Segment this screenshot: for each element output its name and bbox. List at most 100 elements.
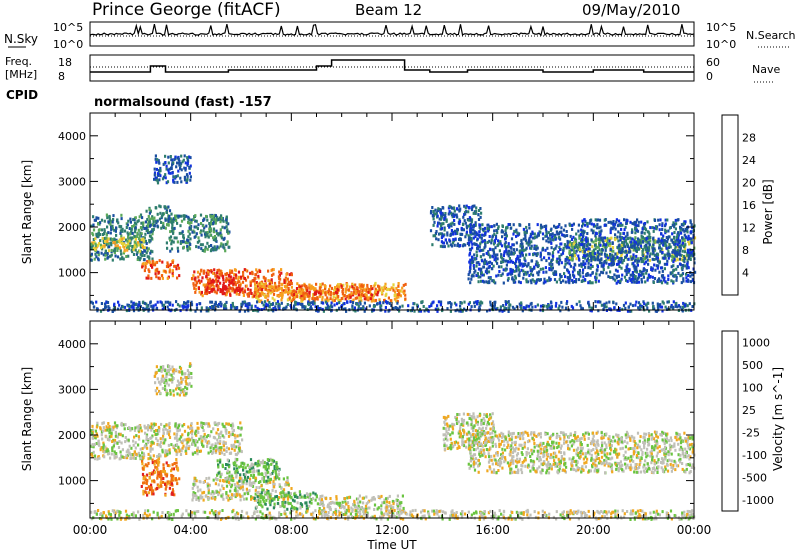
power-cell: [606, 239, 609, 243]
power-cell: [106, 301, 110, 304]
power-cell: [183, 214, 186, 218]
power-cell: [649, 275, 652, 278]
power-cell: [591, 265, 594, 268]
velocity-cell: [92, 450, 95, 454]
power-cell: [472, 236, 475, 240]
power-cell: [470, 227, 473, 231]
power-cell: [139, 242, 142, 246]
power-cell: [181, 230, 184, 234]
power-cell: [544, 248, 547, 252]
power-cell: [266, 288, 269, 292]
power-cell: [351, 304, 354, 308]
power-cell: [146, 249, 149, 253]
power-cell: [205, 274, 208, 278]
power-cell: [653, 219, 657, 222]
power-cell: [206, 218, 209, 222]
power-cell: [484, 241, 487, 245]
power-cell: [372, 304, 375, 308]
velocity-cell: [159, 440, 162, 444]
power-cell: [621, 273, 624, 277]
power-cell: [260, 282, 263, 286]
power-cell: [675, 267, 678, 271]
power-cell: [103, 219, 106, 223]
power-cell: [682, 245, 686, 249]
power-cell: [686, 262, 689, 266]
power-cell: [179, 166, 182, 170]
power-cell: [552, 254, 555, 258]
power-cell: [585, 236, 588, 240]
power-cell: [505, 307, 508, 311]
power-cell: [395, 296, 398, 300]
power-cell: [589, 263, 593, 267]
power-cell: [112, 249, 116, 253]
power-cell: [336, 288, 339, 292]
power-cell: [140, 221, 143, 225]
power-cell: [343, 302, 346, 305]
power-cell: [141, 251, 144, 254]
power-cell: [436, 224, 439, 228]
power-cell: [453, 214, 456, 218]
power-cell: [193, 277, 196, 281]
power-cell: [259, 288, 262, 291]
power-cell: [125, 255, 128, 258]
power-cell: [456, 242, 460, 246]
power-cell: [529, 232, 533, 236]
power-cell: [456, 232, 459, 235]
power-colorbar-tick: 4: [742, 267, 749, 280]
power-cell: [255, 291, 258, 295]
power-cell: [541, 225, 544, 229]
power-cell: [685, 272, 688, 276]
power-cell: [474, 221, 477, 225]
power-cell: [276, 300, 280, 304]
power-cell: [582, 231, 585, 235]
power-cell: [599, 233, 602, 237]
power-cell: [629, 250, 632, 254]
power-cell: [477, 267, 481, 271]
power-cell: [90, 258, 93, 262]
freq-label-line1: Freq.: [5, 55, 32, 68]
power-cell: [103, 302, 107, 306]
power-cell: [239, 284, 242, 288]
power-cell: [491, 248, 494, 252]
power-cell: [197, 275, 200, 279]
power-cell: [152, 307, 155, 311]
power-colorbar-tick: 24: [742, 154, 756, 167]
power-cell: [571, 223, 574, 227]
power-cell: [651, 226, 654, 230]
power-cell: [487, 276, 490, 280]
power-cell: [373, 284, 376, 288]
power-cell: [240, 302, 243, 306]
power-cell: [683, 247, 687, 251]
power-cell: [119, 249, 122, 253]
power-cell: [256, 309, 259, 313]
power-cell: [464, 221, 467, 225]
power-cell: [143, 254, 146, 257]
power-cell: [190, 218, 193, 222]
power-cell: [524, 270, 527, 274]
power-cell: [649, 239, 652, 243]
velocity-cell: [128, 444, 131, 448]
power-cell: [550, 305, 553, 309]
power-cell: [195, 245, 198, 249]
power-cell: [607, 275, 610, 279]
power-cell: [635, 241, 638, 245]
power-cell: [333, 299, 336, 303]
power-cell: [217, 286, 220, 290]
power-cell: [258, 292, 262, 296]
power-cell: [205, 288, 208, 292]
power-cell: [153, 173, 156, 177]
power-cell: [544, 280, 547, 284]
power-cell: [490, 225, 493, 229]
velocity-cell: [95, 442, 98, 445]
power-cell: [680, 254, 683, 258]
power-cell: [166, 246, 169, 250]
power-cell: [619, 222, 622, 226]
power-cell: [114, 229, 117, 233]
power-cell: [679, 227, 682, 231]
power-cell: [609, 255, 612, 259]
power-cell: [173, 264, 176, 268]
power-cell: [444, 214, 447, 218]
power-cell: [625, 222, 628, 225]
power-cell: [643, 262, 646, 266]
power-cell: [254, 287, 257, 291]
